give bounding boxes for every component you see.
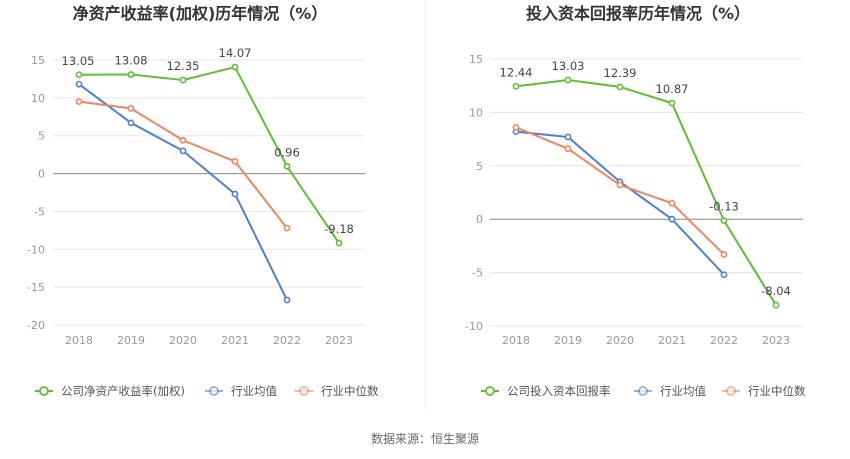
y-tick-label: 15 (469, 53, 483, 66)
series-line (78, 100, 288, 229)
legend-marker (39, 386, 49, 396)
data-point (179, 136, 187, 144)
x-tick-label: 2019 (554, 334, 582, 347)
data-point (127, 119, 135, 127)
data-point (231, 190, 239, 198)
x-tick-label: 2022 (710, 334, 738, 347)
legend-marker (726, 386, 736, 396)
data-point (668, 99, 676, 107)
y-tick-label: 10 (469, 106, 483, 119)
data-point (512, 123, 520, 131)
data-label: -8.04 (761, 284, 791, 298)
x-tick-label: 2023 (325, 334, 353, 347)
y-tick-label: 10 (31, 92, 45, 105)
data-label: 13.05 (62, 54, 95, 68)
x-tick-label: 2022 (273, 334, 301, 347)
data-label: 0.96 (274, 145, 300, 159)
legend-marker (638, 386, 648, 396)
y-tick-label: 0 (38, 168, 45, 181)
roe-chart-panel: 净资产收益率(加权)历年情况（%） 15 10 5 0 -5 -10 -15 -20 2018 20… (27, 4, 379, 398)
y-tick-label: 5 (476, 160, 483, 173)
data-point (283, 162, 291, 170)
data-label: 10.87 (656, 82, 689, 96)
y-tick-label: -5 (472, 267, 483, 280)
series-line (515, 79, 777, 306)
data-point (564, 133, 572, 141)
data-label: 12.39 (604, 66, 637, 80)
x-tick-label: 2020 (169, 334, 197, 347)
y-tick-label: -15 (27, 281, 45, 294)
data-point (616, 83, 624, 91)
data-point (283, 224, 291, 232)
charts-canvas: 净资产收益率(加权)历年情况（%） 15 10 5 0 -5 -10 -15 -20 2018 20… (27, 0, 806, 410)
data-label: 13.08 (115, 54, 148, 68)
y-tick-label: 0 (476, 213, 483, 226)
x-tick-label: 2023 (762, 334, 790, 347)
data-label: 12.44 (500, 65, 533, 79)
data-point (720, 271, 728, 279)
y-tick-label: 5 (38, 130, 45, 143)
data-label: 12.35 (167, 59, 200, 73)
data-point (179, 147, 187, 155)
data-point (720, 251, 728, 258)
y-tick-label: -20 (27, 319, 45, 332)
data-label: 14.07 (219, 46, 252, 60)
series-line (78, 66, 340, 244)
legend-marker (209, 386, 219, 396)
data-point (720, 217, 728, 224)
x-tick-label: 2020 (606, 334, 634, 347)
chart-title: 净资产收益率(加权)历年情况（%） (73, 4, 328, 23)
data-point (668, 199, 676, 207)
data-point (231, 158, 239, 165)
data-point (335, 239, 343, 247)
series-line (515, 130, 725, 276)
data-source-note: 数据来源：恒生聚源 (370, 432, 479, 446)
data-point (564, 145, 572, 153)
legend-label: 行业中位数 (321, 384, 379, 398)
x-tick-label: 2021 (221, 334, 249, 347)
data-point (283, 296, 291, 304)
data-label: -9.18 (324, 222, 354, 236)
y-tick-label: -5 (34, 205, 45, 218)
legend-label: 公司净资产收益率(加权) (61, 384, 185, 398)
x-tick-label: 2019 (117, 334, 145, 347)
data-point (75, 71, 83, 79)
data-point (75, 98, 83, 106)
data-point (564, 76, 572, 84)
x-tick-label: 2018 (502, 334, 530, 347)
data-point (616, 181, 624, 189)
y-tick-label: -10 (465, 320, 483, 333)
data-point (512, 82, 520, 90)
legend-marker (485, 386, 495, 396)
data-point (668, 215, 676, 223)
x-tick-label: 2018 (65, 334, 93, 347)
data-point (179, 76, 187, 84)
x-tick-label: 2021 (658, 334, 686, 347)
y-tick-label: -10 (27, 243, 45, 256)
legend-label: 行业均值 (660, 384, 706, 398)
chart-title: 投入资本回报率历年情况（%） (526, 4, 750, 23)
data-point (231, 63, 239, 71)
legend-label: 行业中位数 (748, 384, 806, 398)
roic-chart-panel: 投入资本回报率历年情况（%） 15 10 5 0 -5 -10 2018 2019 2020 202… (465, 4, 806, 398)
y-tick-label: 15 (31, 54, 45, 67)
data-point (772, 301, 780, 309)
series-line (515, 126, 725, 256)
legend-label: 行业均值 (231, 384, 277, 398)
data-label: -0.13 (709, 200, 739, 214)
data-point (127, 71, 135, 78)
legend-marker (299, 386, 309, 396)
data-point (127, 105, 135, 112)
legend-label: 公司投入资本回报率 (507, 384, 611, 398)
data-point (75, 80, 83, 88)
series-line (78, 83, 288, 301)
data-label: 13.03 (552, 59, 585, 73)
